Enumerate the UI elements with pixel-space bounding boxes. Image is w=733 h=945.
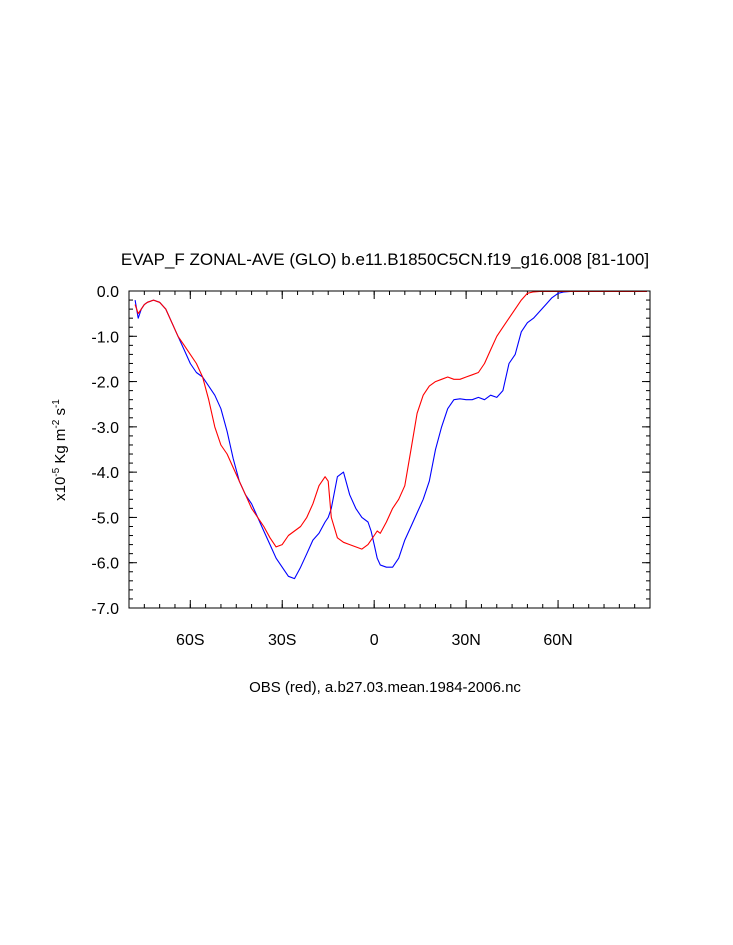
y-tick-label: -3.0 (91, 420, 119, 437)
plot-frame (128, 290, 651, 609)
series-line-2 (134, 290, 647, 550)
y-tick-labels: 0.0 -1.0 -2.0 -3.0 -4.0 -5.0 -6.0 -7.0 (91, 284, 119, 618)
y-tick-label: 0.0 (97, 284, 119, 301)
x-tick-label: 30N (451, 632, 480, 649)
y-axis-label: x10-5 Kg m-2 s-1 (51, 399, 69, 501)
series-line-1 (134, 290, 647, 580)
y-axis-label-unit-exp: -2 (51, 419, 62, 428)
y-tick-label: -7.0 (91, 601, 119, 618)
y-tick-label: -4.0 (91, 465, 119, 482)
axis-ticks (128, 290, 651, 609)
y-axis-label-unit: Kg m (52, 429, 69, 468)
y-axis-label-exp: -5 (51, 467, 62, 476)
x-axis-label: OBS (red), a.b27.03.mean.1984-2006.nc (249, 679, 521, 696)
x-tick-label: 60N (543, 632, 572, 649)
x-tick-label: 30S (268, 632, 296, 649)
y-tick-label: -2.0 (91, 375, 119, 392)
x-tick-label: 60S (176, 632, 204, 649)
y-tick-label: -1.0 (91, 329, 119, 346)
x-tick-labels: 60S 30S 0 30N 60N (176, 632, 573, 649)
x-tick-label: 0 (370, 632, 379, 649)
y-axis-label-unit2-exp: -1 (51, 399, 62, 408)
y-axis-label-unit2: s (52, 408, 69, 420)
chart-title: EVAP_F ZONAL-AVE (GLO) b.e11.B1850C5CN.f… (121, 250, 649, 269)
y-axis-label-base: x10 (52, 477, 69, 501)
series-group (134, 290, 647, 580)
y-tick-label: -6.0 (91, 556, 119, 573)
y-tick-label: -5.0 (91, 510, 119, 527)
